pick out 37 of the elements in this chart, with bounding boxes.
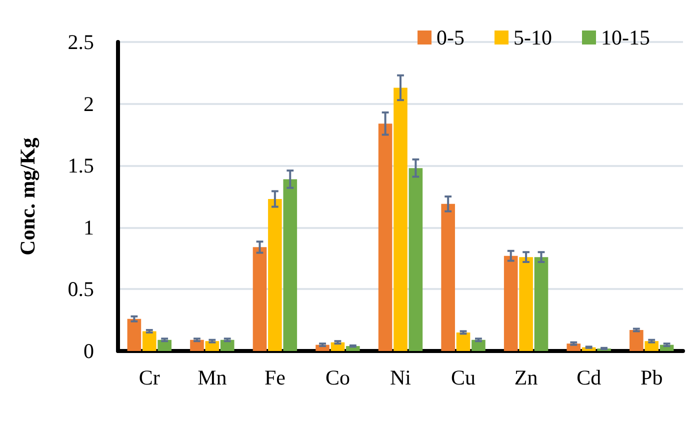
bar [378, 124, 392, 351]
x-tick-label: Cr [138, 366, 160, 390]
bar [142, 331, 156, 351]
bar [441, 204, 455, 351]
x-tick-label: Co [325, 366, 350, 390]
legend-label: 0-5 [436, 26, 465, 50]
x-tick-label: Zn [514, 366, 538, 390]
bar [252, 247, 267, 351]
bar [394, 88, 408, 351]
y-tick-label: 1.5 [68, 154, 94, 178]
bar [504, 256, 518, 351]
bar [408, 168, 423, 351]
bar [268, 198, 282, 351]
bar [630, 330, 644, 351]
y-tick-label: 0 [84, 339, 94, 363]
bar [534, 257, 548, 351]
y-tick-label: 2.5 [68, 30, 94, 54]
x-tick-label: Cu [451, 366, 476, 390]
bar [283, 179, 298, 351]
x-tick-label: Cd [576, 366, 602, 390]
bar [127, 318, 142, 351]
y-axis-title: Conc. mg/Kg [16, 137, 40, 256]
x-tick-label: Ni [390, 366, 412, 390]
y-tick-label: 1 [84, 215, 94, 240]
y-tick-label: 2 [84, 92, 94, 116]
legend-label: 5-10 [514, 26, 552, 50]
y-tick-label: 0.5 [68, 277, 94, 302]
x-tick-label: Fe [264, 366, 286, 390]
bar [220, 340, 234, 351]
bar [472, 340, 486, 351]
bar [158, 340, 172, 351]
legend-label: 10-15 [601, 26, 650, 50]
x-tick-label: Mn [198, 366, 228, 390]
x-tick-label: Pb [640, 366, 663, 390]
bar [456, 332, 470, 351]
bar [190, 340, 204, 351]
bar [519, 257, 533, 351]
